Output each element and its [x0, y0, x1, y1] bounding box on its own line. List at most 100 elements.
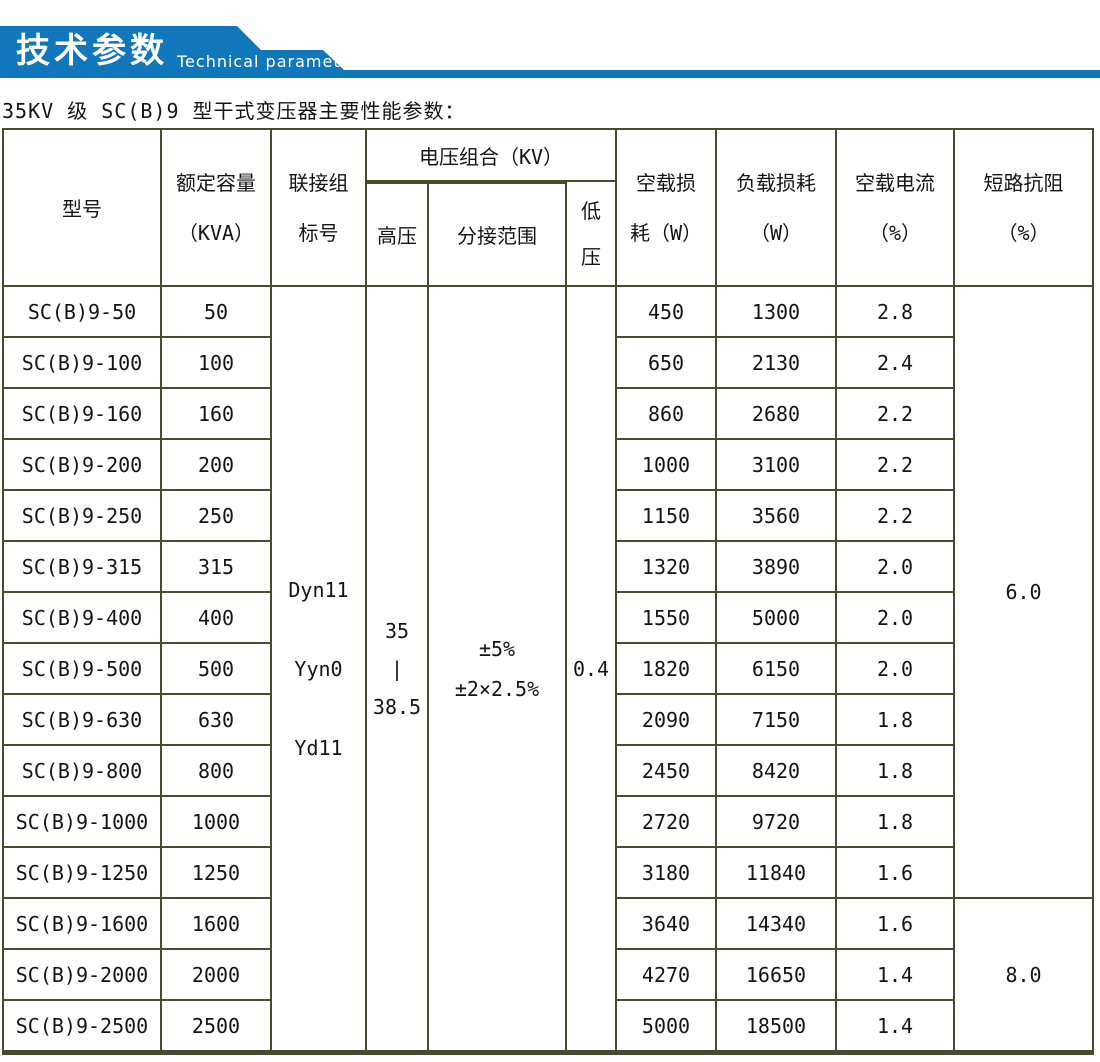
- cell-load-loss: 7150: [717, 695, 837, 746]
- cell-no-load-current: 1.6: [837, 899, 955, 950]
- cell-no-load-current: 2.0: [837, 542, 955, 593]
- header-low-voltage-line2: 压: [581, 244, 601, 269]
- cell-capacity: 1250: [162, 848, 272, 899]
- cell-model: SC(B)9-160: [4, 389, 162, 440]
- cell-model: SC(B)9-250: [4, 491, 162, 542]
- table-row: SC(B)9-2000 2000 4270 16650 1.4: [4, 950, 1094, 1001]
- cell-capacity: 2000: [162, 950, 272, 1001]
- header-no-load-loss: 空载损 耗（W）: [617, 130, 717, 287]
- header-capacity-line1: 额定容量: [176, 170, 256, 195]
- header-no-load-loss-line2: 耗（W）: [629, 220, 703, 245]
- cell-capacity: 250: [162, 491, 272, 542]
- cell-load-loss: 14340: [717, 899, 837, 950]
- cell-no-load-loss: 2450: [617, 746, 717, 797]
- table-body: SC(B)9-50 50 Dyn11 Yyn0 Yd11 35 | 38.5 ±5% ±2×2.5…: [4, 287, 1094, 1052]
- cell-capacity: 2500: [162, 1001, 272, 1052]
- page-title: 35KV 级 SC(B)9 型干式变压器主要性能参数：: [2, 99, 466, 123]
- cell-no-load-loss: 1820: [617, 644, 717, 695]
- cell-model: SC(B)9-630: [4, 695, 162, 746]
- cell-load-loss: 3560: [717, 491, 837, 542]
- cell-no-load-loss: 3180: [617, 848, 717, 899]
- header-voltage-combo-label: 电压组合（KV）: [418, 144, 564, 169]
- tap-range-line: ±5%: [478, 636, 516, 661]
- cell-high-voltage-value: 35 | 38.5: [367, 287, 429, 1052]
- connection-value: Yd11: [294, 735, 343, 760]
- cell-capacity: 1600: [162, 899, 272, 950]
- cell-load-loss: 11840: [717, 848, 837, 899]
- table-row: SC(B)9-2500 2500 5000 18500 1.4: [4, 1001, 1094, 1052]
- cell-model: SC(B)9-1600: [4, 899, 162, 950]
- header-row-2: 高压 分接范围 低 压: [4, 182, 1094, 287]
- table-row: SC(B)9-1600 1600 3640 14340 1.6 8.0: [4, 899, 1094, 1052]
- section-banner: 技术参数 Technical parameter: [0, 22, 1100, 80]
- header-impedance-line1: 短路抗阻: [983, 170, 1064, 195]
- banner-ribbon-shape: [0, 26, 1100, 78]
- cell-impedance-value: 8.0: [955, 899, 1094, 1052]
- cell-model: SC(B)9-50: [4, 287, 162, 338]
- cell-no-load-loss: 1000: [617, 440, 717, 491]
- cell-no-load-current: 1.6: [837, 848, 955, 899]
- cell-no-load-current: 2.2: [837, 491, 955, 542]
- cell-capacity: 400: [162, 593, 272, 644]
- cell-no-load-current: 2.2: [837, 389, 955, 440]
- header-capacity-line2: （KVA）: [177, 220, 255, 245]
- cell-no-load-loss: 2720: [617, 797, 717, 848]
- cell-no-load-current: 1.8: [837, 746, 955, 797]
- cell-load-loss: 3890: [717, 542, 837, 593]
- cell-load-loss: 2680: [717, 389, 837, 440]
- cell-no-load-loss: 650: [617, 338, 717, 389]
- header-tap-range-label: 分接范围: [457, 224, 537, 248]
- table-row: SC(B)9-200 200 1000 3100 2.2: [4, 440, 1094, 491]
- cell-load-loss: 2130: [717, 338, 837, 389]
- cell-load-loss: 8420: [717, 746, 837, 797]
- cell-no-load-loss: 3640: [617, 899, 717, 950]
- table-row: SC(B)9-50 50 Dyn11 Yyn0 Yd11 35 | 38.5 ±5% ±2×2.5…: [4, 287, 1094, 1052]
- cell-no-load-current: 2.0: [837, 593, 955, 644]
- table-row: SC(B)9-160 160 860 2680 2.2: [4, 389, 1094, 440]
- cell-model: SC(B)9-500: [4, 644, 162, 695]
- cell-connection-values: Dyn11 Yyn0 Yd11: [272, 287, 367, 1052]
- cell-capacity: 315: [162, 542, 272, 593]
- cell-model: SC(B)9-100: [4, 338, 162, 389]
- table-row: SC(B)9-630 630 2090 7150 1.8: [4, 695, 1094, 746]
- cell-no-load-current: 2.2: [837, 440, 955, 491]
- parameter-table: 型号 额定容量 （KVA） 联接组 标号 电压组合（KV） 空载损: [2, 128, 1094, 1055]
- high-voltage-line: 35: [384, 618, 410, 643]
- cell-capacity: 630: [162, 695, 272, 746]
- header-row-1: 型号 额定容量 （KVA） 联接组 标号 电压组合（KV） 空载损: [4, 130, 1094, 287]
- cell-load-loss: 3100: [717, 440, 837, 491]
- table-header: 型号 额定容量 （KVA） 联接组 标号 电压组合（KV） 空载损: [4, 130, 1094, 287]
- cell-no-load-loss: 2090: [617, 695, 717, 746]
- cell-no-load-loss: 1150: [617, 491, 717, 542]
- cell-capacity: 50: [162, 287, 272, 338]
- header-connection-line2: 标号: [298, 220, 339, 245]
- header-capacity: 额定容量 （KVA）: [162, 130, 272, 287]
- cell-load-loss: 1300: [717, 287, 837, 338]
- cell-no-load-loss: 1320: [617, 542, 717, 593]
- cell-model: SC(B)9-200: [4, 440, 162, 491]
- cell-no-load-loss: 1550: [617, 593, 717, 644]
- header-impedance-line2: （%）: [997, 220, 1050, 245]
- header-no-load-loss-line1: 空载损: [636, 170, 696, 195]
- header-connection-group: 联接组 标号: [272, 130, 367, 287]
- cell-capacity: 500: [162, 644, 272, 695]
- cell-model: SC(B)9-315: [4, 542, 162, 593]
- table-row: SC(B)9-315 315 1320 3890 2.0: [4, 542, 1094, 593]
- header-tap-range: 分接范围: [429, 182, 567, 287]
- connection-value: Yyn0: [294, 656, 343, 681]
- cell-no-load-current: 1.8: [837, 695, 955, 746]
- header-model-label: 型号: [62, 197, 102, 221]
- cell-model: SC(B)9-1250: [4, 848, 162, 899]
- header-no-load-current-line1: 空载电流: [855, 170, 935, 195]
- cell-no-load-current: 1.8: [837, 797, 955, 848]
- header-high-voltage-label: 高压: [377, 224, 417, 248]
- header-load-loss-line2: （W）: [749, 220, 803, 245]
- cell-no-load-loss: 5000: [617, 1001, 717, 1052]
- header-load-loss-line1: 负载损耗: [736, 170, 816, 195]
- header-load-loss: 负载损耗 （W）: [717, 130, 837, 287]
- header-voltage-combo: 电压组合（KV）: [367, 130, 617, 182]
- connection-value: Dyn11: [288, 577, 349, 602]
- cell-no-load-current: 1.4: [837, 1001, 955, 1052]
- header-impedance: 短路抗阻 （%）: [955, 130, 1094, 287]
- cell-no-load-current: 2.0: [837, 644, 955, 695]
